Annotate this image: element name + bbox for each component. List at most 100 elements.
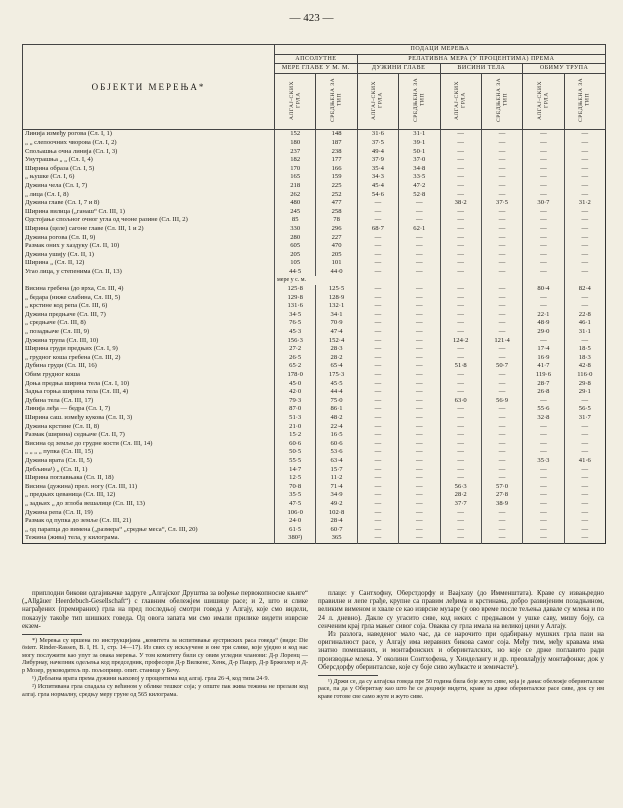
value-cell: —: [439, 345, 482, 354]
value-cell: —: [439, 413, 482, 423]
table-row: Дужина предњаче (Сл. III, 7) 34·5 34·1— — — —…: [23, 310, 606, 320]
value-cell: —: [563, 302, 606, 311]
value-cell: —: [480, 173, 523, 182]
table-row: Унутрашња „ „ (Сл. I, 4) 182 177 37·9 37·0— —…: [23, 156, 606, 165]
value-cell: —: [522, 431, 565, 440]
value-cell: 22·8: [563, 310, 606, 320]
value-cell: —: [480, 431, 523, 440]
table-row: Ширина вилица („ганаш“ Сл. III, 1) 245 258…: [23, 207, 606, 217]
table-row: Ширина груди предњих (Сл. I, 9) 27·2 28·3—…: [23, 345, 606, 354]
value-cell: —: [563, 499, 606, 509]
row-label: Висина гребена (до врха, Сл. III, 4): [25, 285, 124, 293]
footnote: ¹) Дебљина врата према дужини њиховој у …: [32, 675, 270, 683]
value-cell: [439, 276, 482, 286]
value-cell: 54·6: [356, 190, 399, 200]
value-cell: 37·9: [356, 156, 399, 165]
value-cell: —: [356, 293, 399, 303]
value-cell: —: [439, 259, 482, 268]
value-cell: —: [563, 190, 606, 200]
value-cell: —: [480, 267, 523, 277]
value-cell: 86·1: [315, 405, 358, 414]
row-label: Унутрашња „ „ (Сл. I, 4): [25, 156, 93, 164]
row-label: „ њушке (Сл. I, 6): [25, 173, 75, 181]
value-cell: —: [356, 525, 399, 535]
value-cell: 148: [315, 129, 358, 139]
value-cell: —: [356, 491, 399, 500]
row-label: „ грудног коша гребена (Сл. III, 2): [25, 353, 121, 361]
value-cell: 106·0: [273, 508, 316, 518]
value-cell: 49·4: [356, 147, 399, 157]
value-cell: —: [522, 138, 565, 148]
table-row: „ лица (Сл. I, 8) 262 252 54·6 52·8— — — —: [23, 190, 606, 200]
value-cell: —: [398, 233, 440, 243]
value-cell: —: [398, 328, 440, 337]
row-label: „ задњих „ до зглоба вешалице (Сл. III, …: [25, 499, 145, 507]
value-cell: —: [563, 336, 606, 346]
value-cell: 38·2: [439, 199, 482, 208]
value-cell: 63·0: [439, 396, 482, 406]
table-row: Размак оних у хаздуку (Сл. II, 10) 605 470…: [23, 242, 606, 251]
value-cell: —: [356, 328, 399, 337]
value-cell: —: [522, 181, 565, 191]
value-cell: —: [480, 216, 523, 225]
value-cell: —: [439, 439, 482, 449]
value-cell: 128·9: [315, 293, 358, 303]
value-cell: —: [398, 482, 440, 492]
value-cell: —: [522, 422, 565, 432]
value-cell: 28·2: [315, 353, 358, 363]
value-cell: —: [398, 448, 440, 457]
value-cell: —: [398, 285, 440, 294]
value-cell: —: [439, 164, 482, 174]
column-label: СРЕДЊЕНА ЗА ТИП: [330, 77, 343, 122]
value-cell: 156·3: [273, 336, 316, 346]
value-cell: 132·1: [315, 302, 358, 311]
value-cell: —: [480, 207, 523, 217]
value-cell: —: [522, 439, 565, 449]
table-row: Ширина образа (Сл. I, 5) 170 166 35·4 34·8— —…: [23, 164, 606, 174]
value-cell: —: [439, 242, 482, 251]
value-cell: 61·5: [273, 525, 316, 535]
value-cell: 105: [273, 259, 316, 268]
object-header: ОБЈЕКТИ МЕРЕЊА*: [22, 43, 275, 131]
value-cell: —: [522, 129, 565, 139]
value-cell: 34·8: [398, 164, 440, 174]
value-cell: —: [522, 250, 565, 260]
value-cell: —: [480, 285, 523, 294]
column-label: АЛГАЈ-СКИХ ГРЛА: [536, 80, 550, 120]
table-row: Ширина (целе) сагоне главе (Сл. III, 1 и…: [23, 224, 606, 234]
value-cell: 87·0: [273, 405, 316, 414]
table-row: „ грудног коша гребена (Сл. III, 2) 26·5 2…: [23, 353, 606, 363]
value-cell: 31·6: [356, 129, 399, 139]
table-row: „ крстине код репа (Сл. III, 6) 131·6 132·…: [23, 302, 606, 311]
value-cell: 75·0: [315, 396, 358, 406]
value-cell: —: [356, 422, 399, 432]
table-row: Обим грудног коша 178·0 175·3— — — —119·6 116·…: [23, 371, 606, 380]
value-cell: —: [439, 422, 482, 432]
table-row: Задња горња ширина тела (Сл. III, 4) 42·0…: [23, 388, 606, 397]
value-cell: —: [439, 224, 482, 234]
value-cell: 56·3: [439, 482, 482, 492]
row-label: Дубина груди (Сл. III, 16): [25, 362, 97, 370]
value-cell: 82·4: [563, 285, 606, 294]
value-cell: 35·3: [522, 456, 565, 466]
value-cell: 180: [273, 138, 316, 148]
table-row: „ „ слепоочних чворова (Сл. I, 2) 180 187 3…: [23, 138, 606, 148]
footnote: *) Мерења су вршена по инструкцијама „ко…: [22, 637, 308, 674]
table-row: Дужина рогова (Сл. II, 9) 280 227— — — — — —: [23, 233, 606, 243]
value-cell: —: [398, 431, 440, 440]
value-cell: 46·1: [563, 319, 606, 329]
value-cell: —: [480, 456, 523, 466]
value-cell: —: [356, 474, 399, 483]
value-cell: —: [398, 405, 440, 414]
value-cell: —: [563, 439, 606, 449]
group-header: ДУЖИНИ ГЛАВЕ: [356, 63, 441, 74]
value-cell: —: [563, 233, 606, 243]
page-number: — 423 —: [289, 12, 334, 24]
value-cell: [356, 276, 399, 286]
value-cell: 51·3: [273, 413, 316, 423]
value-cell: —: [398, 242, 440, 251]
value-cell: 35·5: [273, 491, 316, 500]
column-header: АЛГАЈ-СКИХ ГРЛА: [273, 72, 317, 131]
value-cell: 129·8: [273, 293, 316, 303]
value-cell: —: [398, 517, 440, 526]
